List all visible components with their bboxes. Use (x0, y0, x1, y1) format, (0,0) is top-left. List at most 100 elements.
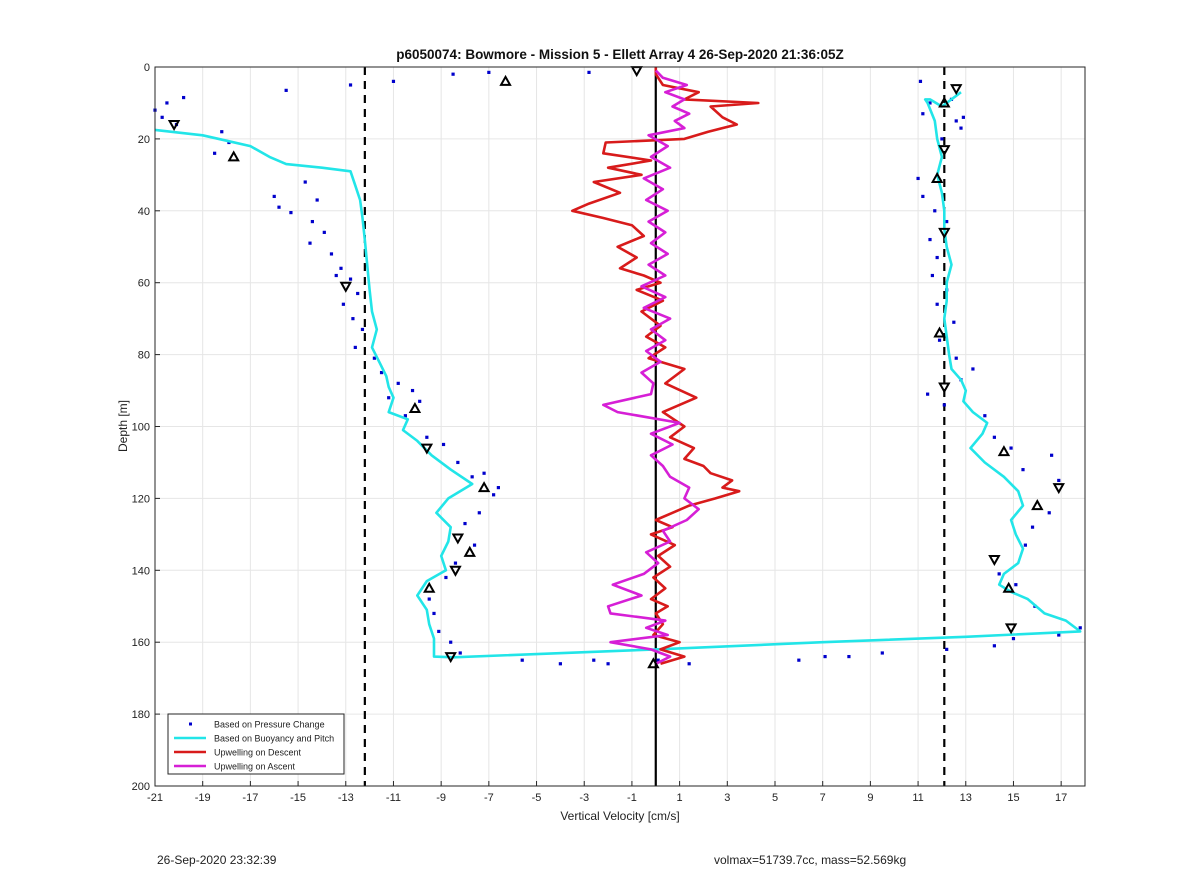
pressure-change-point (926, 392, 930, 396)
triangle-marker (451, 533, 465, 545)
pressure-change-point (496, 486, 500, 490)
pressure-change-point (284, 88, 288, 92)
pressure-change-point (348, 277, 353, 281)
pressure-change-point (432, 611, 436, 616)
pressure-change-point (992, 435, 996, 439)
legend-entry-label: Based on Buoyancy and Pitch (214, 734, 334, 744)
pressure-change-point (971, 367, 975, 371)
footer-glider-params: volmax=51739.7cc, mass=52.569kg (714, 853, 907, 867)
triangle-marker (339, 281, 352, 293)
pressure-change-point (165, 101, 169, 105)
pressure-change-point (456, 460, 460, 465)
triangle-marker (227, 150, 240, 162)
y-tick-labels: 0 20 40 60 80 100 120 140 160 180 200 (132, 62, 150, 793)
pressure-change-point (847, 654, 851, 659)
pressure-change-point (379, 370, 384, 375)
pressure-change-point (1009, 446, 1013, 450)
triangle-marker (950, 84, 963, 96)
triangle-marker (408, 401, 422, 414)
descent-upwelling-line (571, 67, 760, 666)
pressure-change-point (334, 273, 338, 278)
pressure-change-point (303, 180, 307, 184)
triangle-marker (938, 96, 951, 108)
triangle-marker (423, 581, 436, 593)
x-tick-label: -21 (147, 792, 163, 804)
pressure-change-point (360, 327, 365, 332)
pressure-change-point (880, 651, 884, 655)
triangle-marker (449, 565, 462, 577)
triangle-marker (499, 74, 512, 86)
pressure-change-point (444, 575, 448, 580)
pressure-change-point (410, 388, 415, 393)
y-axis-label: Depth [m] (116, 400, 130, 452)
plot-series (153, 67, 1082, 666)
pressure-change-point (1057, 633, 1061, 637)
x-tick-labels: -21 -19 -17 -15 -13 -11 -9 -7 -5 -3 -1 1 3 5 7 9 11 13 15 1… (147, 792, 1067, 804)
pressure-change-point (1021, 468, 1025, 472)
x-tick-label: -5 (532, 792, 542, 804)
pressure-change-point (329, 252, 334, 256)
pressure-change-point (351, 317, 355, 321)
pressure-change-point (952, 320, 956, 324)
triangle-marker (988, 555, 1001, 567)
pressure-change-point (520, 658, 524, 662)
x-tick-label: 3 (724, 792, 730, 804)
pressure-change-point (959, 126, 963, 130)
x-tick-label: 9 (867, 792, 873, 804)
pressure-change-point (315, 198, 319, 202)
pressure-change-point (213, 151, 217, 155)
pressure-change-point (921, 112, 925, 116)
pressure-change-point (1047, 511, 1051, 515)
x-tick-label: 5 (772, 792, 778, 804)
y-tick-label: 160 (132, 637, 150, 649)
triangle-marker (444, 652, 457, 664)
x-tick-label: 13 (960, 792, 972, 804)
pressure-change-point (823, 654, 827, 659)
pressure-change-point (587, 70, 591, 74)
triangle-marker (1052, 483, 1065, 495)
pressure-change-point (391, 79, 396, 83)
pressure-change-point (487, 70, 491, 74)
pressure-change-point (341, 302, 345, 306)
pressure-change-point (449, 640, 453, 644)
pressure-change-point (372, 356, 376, 360)
pressure-change-point (937, 338, 942, 342)
pressure-change-point (558, 662, 562, 666)
y-tick-label: 120 (132, 493, 150, 505)
pressure-change-point (1014, 583, 1018, 587)
pressure-change-point (930, 273, 934, 278)
pressure-change-point (451, 72, 455, 76)
x-tick-label: -7 (484, 792, 494, 804)
footer-timestamp: 26-Sep-2020 23:32:39 (157, 853, 277, 867)
y-tick-label: 80 (138, 350, 150, 362)
pressure-change-point (396, 381, 400, 385)
pressure-change-point (289, 210, 293, 215)
vertical-reference-lines (363, 67, 946, 786)
pressure-change-point (1057, 478, 1061, 483)
triangle-marker (477, 481, 491, 493)
x-tick-label: -19 (195, 792, 211, 804)
x-axis-label: Vertical Velocity [cm/s] (560, 809, 679, 823)
triangle-marker (647, 657, 660, 669)
pressure-change-point (308, 241, 312, 245)
x-tick-label: 17 (1055, 792, 1067, 804)
triangle-marker (938, 382, 951, 394)
pressure-change-point (322, 230, 326, 234)
pressure-change-point (945, 219, 949, 224)
pressure-change-point (916, 176, 920, 181)
pressure-change-point (961, 115, 965, 119)
pressure-change-point (921, 194, 925, 199)
triangle-marker (630, 66, 643, 78)
pressure-change-point (220, 130, 224, 134)
pressure-change-point (472, 543, 477, 547)
legend-entry-label: Based on Pressure Change (214, 720, 325, 730)
y-tick-label: 140 (132, 565, 150, 577)
pressure-change-point (427, 597, 431, 601)
x-tick-label: -3 (579, 792, 589, 804)
pressure-change-point (470, 475, 474, 479)
pressure-change-point (1050, 453, 1054, 457)
x-tick-label: -1 (627, 792, 637, 804)
pressure-change-point (425, 435, 429, 439)
y-tick-label: 180 (132, 709, 150, 721)
